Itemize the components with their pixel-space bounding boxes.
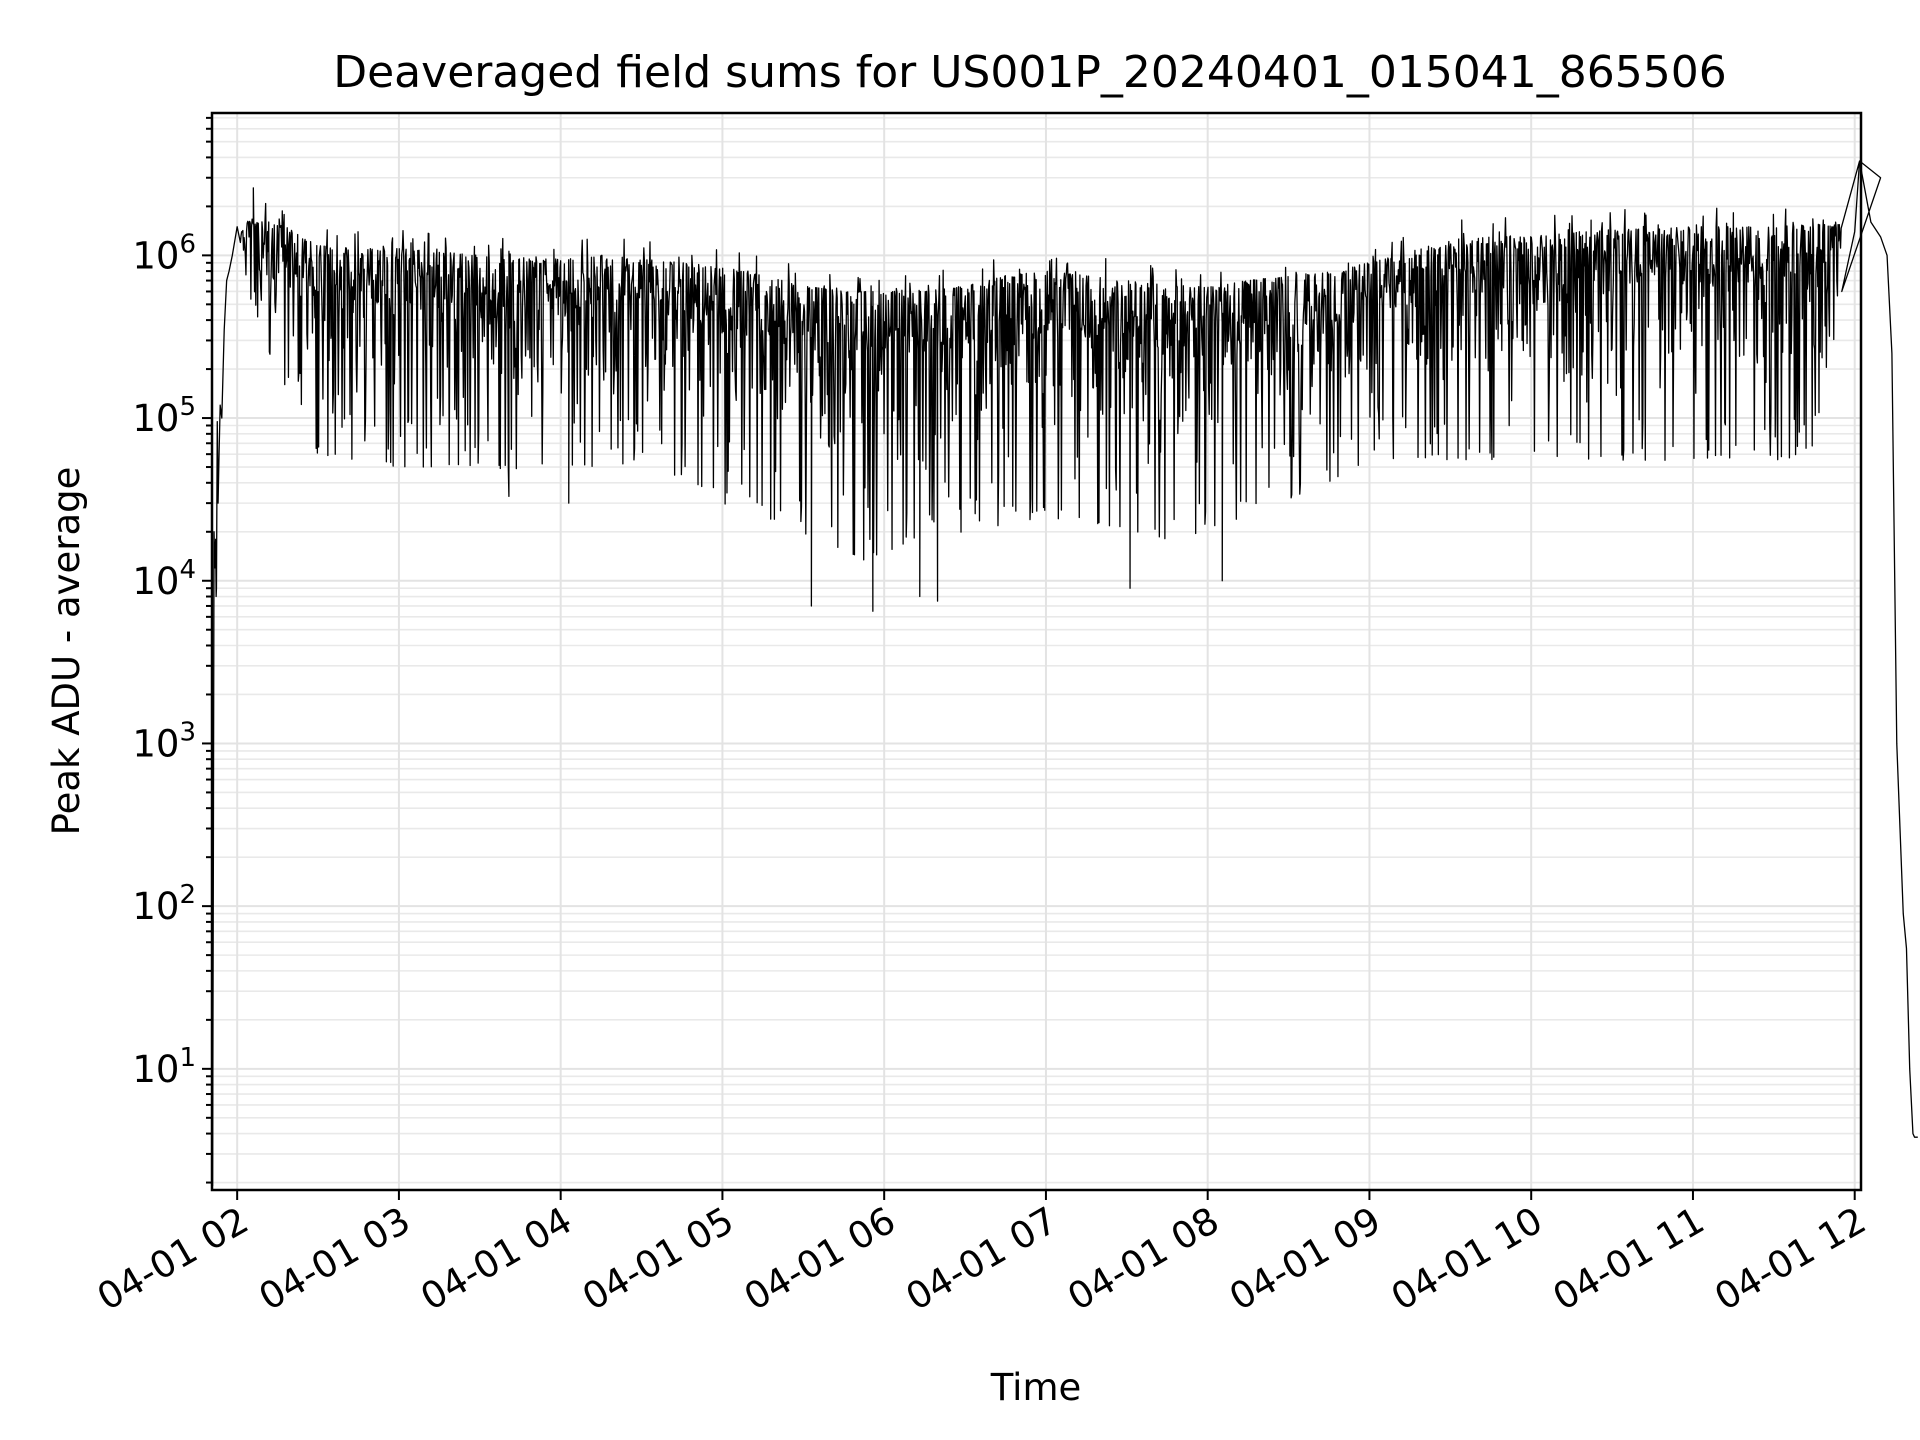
y-axis-label: Peak ADU - average	[45, 467, 88, 836]
y-tick-label: 102	[132, 880, 196, 928]
series-layer	[211, 160, 1918, 1187]
y-tick-label: 103	[132, 717, 196, 765]
y-tick-label: 105	[132, 392, 196, 440]
y-tick-label: 106	[132, 229, 196, 277]
y-axis: 101 102 103 104 105 106	[132, 116, 212, 1184]
y-tick-label: 101	[132, 1043, 196, 1091]
plot-frame	[210, 111, 1863, 1192]
series-line	[211, 160, 1918, 1187]
x-axis-label: Time	[990, 1366, 1082, 1409]
y-tick-label: 104	[132, 555, 196, 603]
chart-title: Deaveraged field sums for US001P_2024040…	[333, 47, 1727, 98]
